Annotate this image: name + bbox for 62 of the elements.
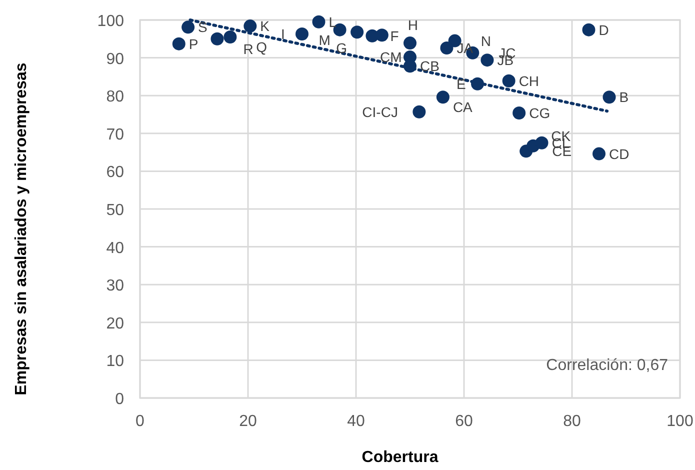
annotation: P (188, 36, 198, 52)
annotation: L (328, 14, 337, 30)
y-tick-label: 40 (106, 240, 124, 257)
y-tick-label: 100 (97, 13, 124, 30)
annotation: CG (529, 104, 550, 121)
point (312, 15, 326, 28)
y-axis-title: Empresas sin asalariados y microempresas (13, 62, 30, 396)
point (224, 30, 237, 44)
point (210, 32, 224, 46)
x-tick-label: 0 (136, 413, 145, 430)
point (502, 74, 516, 88)
point (582, 23, 596, 36)
point (535, 136, 548, 150)
y-tick-label: 90 (106, 50, 124, 68)
annotation: CI-CJ (362, 104, 398, 120)
annotation: CM (380, 49, 402, 66)
annotation: S (198, 19, 208, 36)
x-tick-label: 100 (666, 413, 694, 430)
annotation: H (408, 17, 418, 34)
x-tick-label: 60 (455, 413, 473, 430)
annotation: G (336, 40, 347, 56)
x-axis-title: Cobertura (362, 449, 438, 466)
annotation: F (390, 28, 399, 44)
point (244, 20, 257, 33)
point (440, 41, 454, 54)
point (404, 36, 416, 50)
annotation: Correlación: 0,67 (546, 357, 668, 374)
point (436, 90, 450, 104)
y-tick-label: 60 (106, 164, 124, 182)
y-tick-label: 50 (106, 202, 124, 219)
y-tick-label: 0 (115, 391, 124, 408)
point (375, 28, 388, 42)
annotation: B (619, 89, 629, 106)
annotation: E (456, 76, 466, 92)
annotation: M (318, 32, 330, 48)
annotation: D (598, 22, 609, 38)
point (512, 106, 526, 120)
point (412, 105, 426, 118)
annotation: CD (609, 146, 630, 162)
annotation: CB (420, 58, 440, 74)
x-tick-label: 40 (347, 413, 365, 430)
y-tick-label: 10 (106, 353, 124, 370)
y-tick-label: 20 (106, 315, 124, 332)
point (602, 90, 616, 104)
annotation: CH (518, 72, 540, 89)
annotation: N (480, 32, 491, 49)
annotation: R (243, 40, 254, 57)
annotation: CA (452, 99, 474, 116)
point (480, 54, 494, 67)
point (296, 27, 308, 40)
y-tick-label: 70 (106, 126, 124, 144)
y-tick-label: 30 (106, 278, 124, 295)
point (182, 20, 195, 34)
x-tick-label: 80 (563, 413, 581, 430)
point (592, 147, 606, 160)
annotation: Q (256, 39, 268, 56)
point (172, 37, 186, 50)
x-tick-label: 20 (239, 413, 257, 430)
y-tick-label: 80 (106, 88, 124, 106)
annotation: I (281, 26, 285, 42)
annotation: K (260, 18, 270, 34)
point (350, 26, 364, 39)
